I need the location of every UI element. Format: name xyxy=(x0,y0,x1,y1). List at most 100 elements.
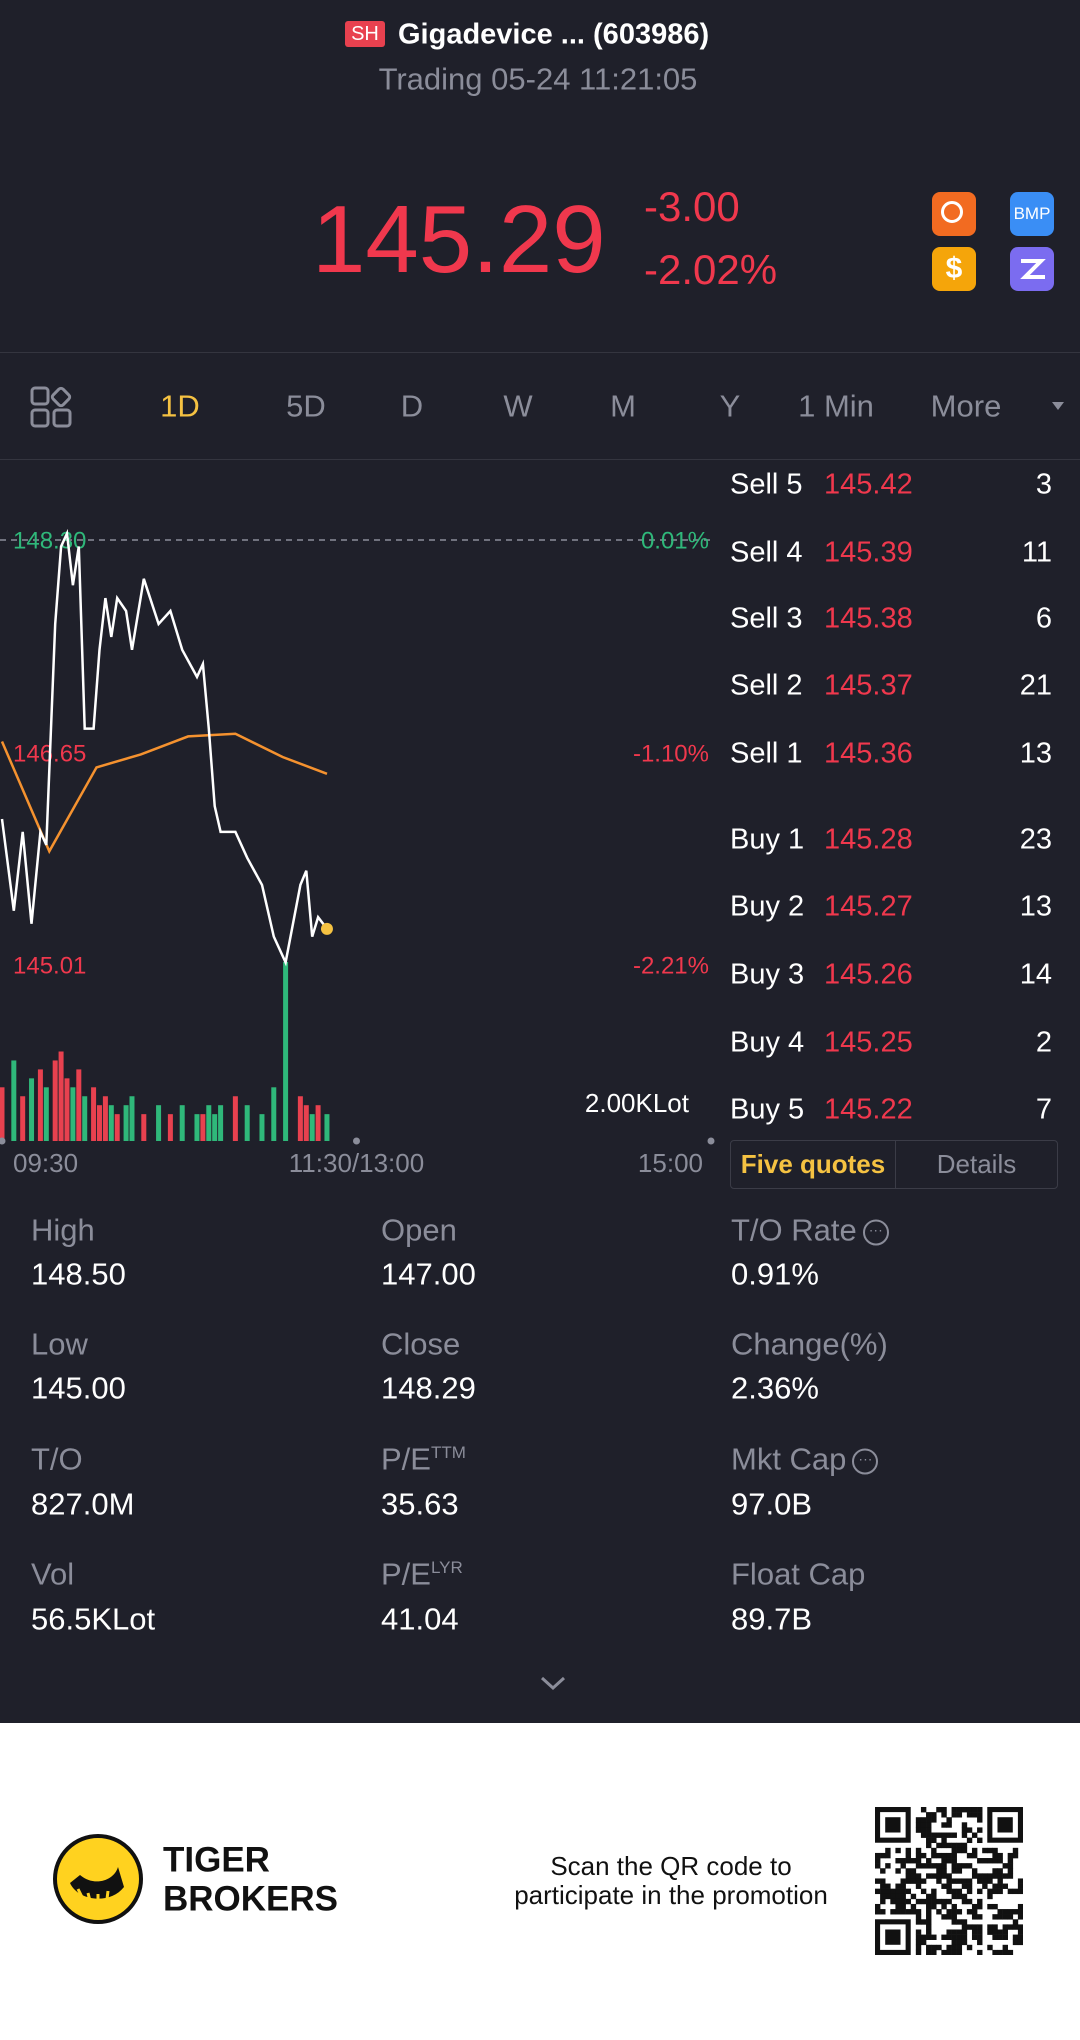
brand-name: TIGER xyxy=(163,1840,270,1880)
layout-icon[interactable] xyxy=(30,386,74,430)
qr-module xyxy=(992,1888,998,1895)
icon-bmp[interactable]: BMP xyxy=(1010,192,1054,236)
icon-purple[interactable] xyxy=(1010,247,1054,291)
qr-module xyxy=(1002,1909,1008,1915)
book-price: 145.42 xyxy=(824,468,913,501)
qr-module xyxy=(992,1949,998,1955)
qr-module xyxy=(1017,1883,1023,1889)
qr-module xyxy=(905,1888,912,1895)
tab[interactable]: D xyxy=(400,388,424,424)
book-qty: 13 xyxy=(1019,737,1052,770)
x-tick-dot xyxy=(353,1137,360,1145)
qr-module xyxy=(920,1832,927,1838)
stat-value: 148.29 xyxy=(381,1370,476,1406)
book-tab[interactable]: Details xyxy=(936,1149,1017,1179)
market-badge: SH xyxy=(345,21,385,47)
stat-value: 0.91% xyxy=(731,1256,819,1292)
qr-module xyxy=(951,1909,957,1915)
qr-module xyxy=(971,1868,978,1874)
volume-bar xyxy=(167,1114,173,1141)
qr-module xyxy=(915,1847,922,1854)
info-icon[interactable]: ··· xyxy=(862,1219,889,1246)
qr-module xyxy=(966,1812,973,1818)
intraday-chart: 148.30 0.01%146.65 -1.10%145.01 -2.21%2.00K… xyxy=(0,527,715,1178)
icon-dollar[interactable]: $ xyxy=(932,247,976,291)
qr-module xyxy=(977,1837,983,1844)
qr-module xyxy=(915,1898,922,1905)
qr-module xyxy=(956,1934,963,1940)
stat-label-sup: TTM xyxy=(430,1443,466,1463)
qr-module xyxy=(880,1883,886,1889)
qr-module xyxy=(951,1847,957,1854)
qr-module xyxy=(915,1863,922,1869)
qr-module xyxy=(905,1878,912,1884)
qr-module xyxy=(961,1842,968,1849)
qr-module xyxy=(987,1903,993,1910)
qr-module xyxy=(966,1807,973,1813)
volume-bar xyxy=(102,1096,108,1141)
icon-orange[interactable] xyxy=(932,192,976,236)
stock-title[interactable]: Gigadevice ... (603986) xyxy=(398,18,710,51)
qr-module xyxy=(966,1888,973,1895)
qr-module xyxy=(895,1847,901,1854)
qr-module xyxy=(926,1893,932,1900)
tab[interactable]: 5D xyxy=(286,388,326,424)
book-price: 145.27 xyxy=(824,890,913,923)
stat-value: 35.63 xyxy=(381,1486,459,1522)
qr-module xyxy=(1012,1852,1019,1859)
book-tab[interactable]: Five quotes xyxy=(731,1141,896,1188)
qr-module xyxy=(910,1873,917,1879)
volume-bar xyxy=(179,1105,185,1141)
volume-bar xyxy=(37,1069,43,1141)
qr-module xyxy=(966,1883,973,1889)
qr-module xyxy=(880,1898,886,1905)
qr-code[interactable] xyxy=(875,1807,1023,1955)
qr-module xyxy=(951,1934,957,1940)
qr-module xyxy=(961,1807,968,1813)
qr-module xyxy=(926,1873,932,1879)
qr-module xyxy=(966,1852,973,1859)
qr-module xyxy=(1012,1939,1019,1946)
qr-module xyxy=(997,1909,1003,1915)
qr-module xyxy=(900,1903,906,1910)
tab[interactable]: W xyxy=(503,388,533,424)
volume-bar xyxy=(11,1060,17,1141)
qr-module xyxy=(951,1944,957,1951)
tab[interactable]: More xyxy=(930,388,1002,424)
info-icon[interactable]: ··· xyxy=(852,1448,879,1475)
volume-bar xyxy=(129,1096,135,1141)
book-level: Sell 1 xyxy=(730,737,803,770)
qr-module xyxy=(951,1852,957,1859)
tab[interactable]: 1 Min xyxy=(798,388,874,424)
qr-module xyxy=(910,1878,917,1884)
book-price: 145.39 xyxy=(824,536,913,569)
qr-module xyxy=(997,1934,1003,1940)
qr-module xyxy=(910,1909,917,1915)
tab[interactable]: Y xyxy=(719,388,741,424)
qr-module xyxy=(971,1934,978,1940)
book-level: Buy 2 xyxy=(730,890,805,923)
tab[interactable]: M xyxy=(610,388,636,424)
qr-module xyxy=(920,1852,927,1859)
volume-bar xyxy=(141,1114,147,1141)
qr-module xyxy=(946,1852,952,1859)
qr-module xyxy=(915,1939,922,1946)
volume-bar xyxy=(297,1096,303,1141)
qr-module xyxy=(951,1893,957,1900)
qr-module xyxy=(1017,1914,1023,1920)
qr-module xyxy=(905,1873,912,1879)
qr-module xyxy=(1017,1934,1023,1940)
qr-module xyxy=(880,1893,886,1900)
tab[interactable]: 1D xyxy=(160,388,200,424)
volume-bar xyxy=(64,1078,70,1141)
dropdown-arrow[interactable] xyxy=(1050,400,1066,412)
qr-module xyxy=(880,1878,886,1884)
qr-module xyxy=(951,1929,957,1935)
expand-chevron[interactable] xyxy=(539,1674,567,1692)
qr-module xyxy=(936,1909,942,1915)
stat-label: Mkt Cap ··· xyxy=(731,1444,879,1475)
qr-module xyxy=(946,1898,952,1905)
qr-module xyxy=(915,1873,922,1879)
qr-module xyxy=(951,1949,957,1955)
volume-bar xyxy=(156,1105,162,1141)
